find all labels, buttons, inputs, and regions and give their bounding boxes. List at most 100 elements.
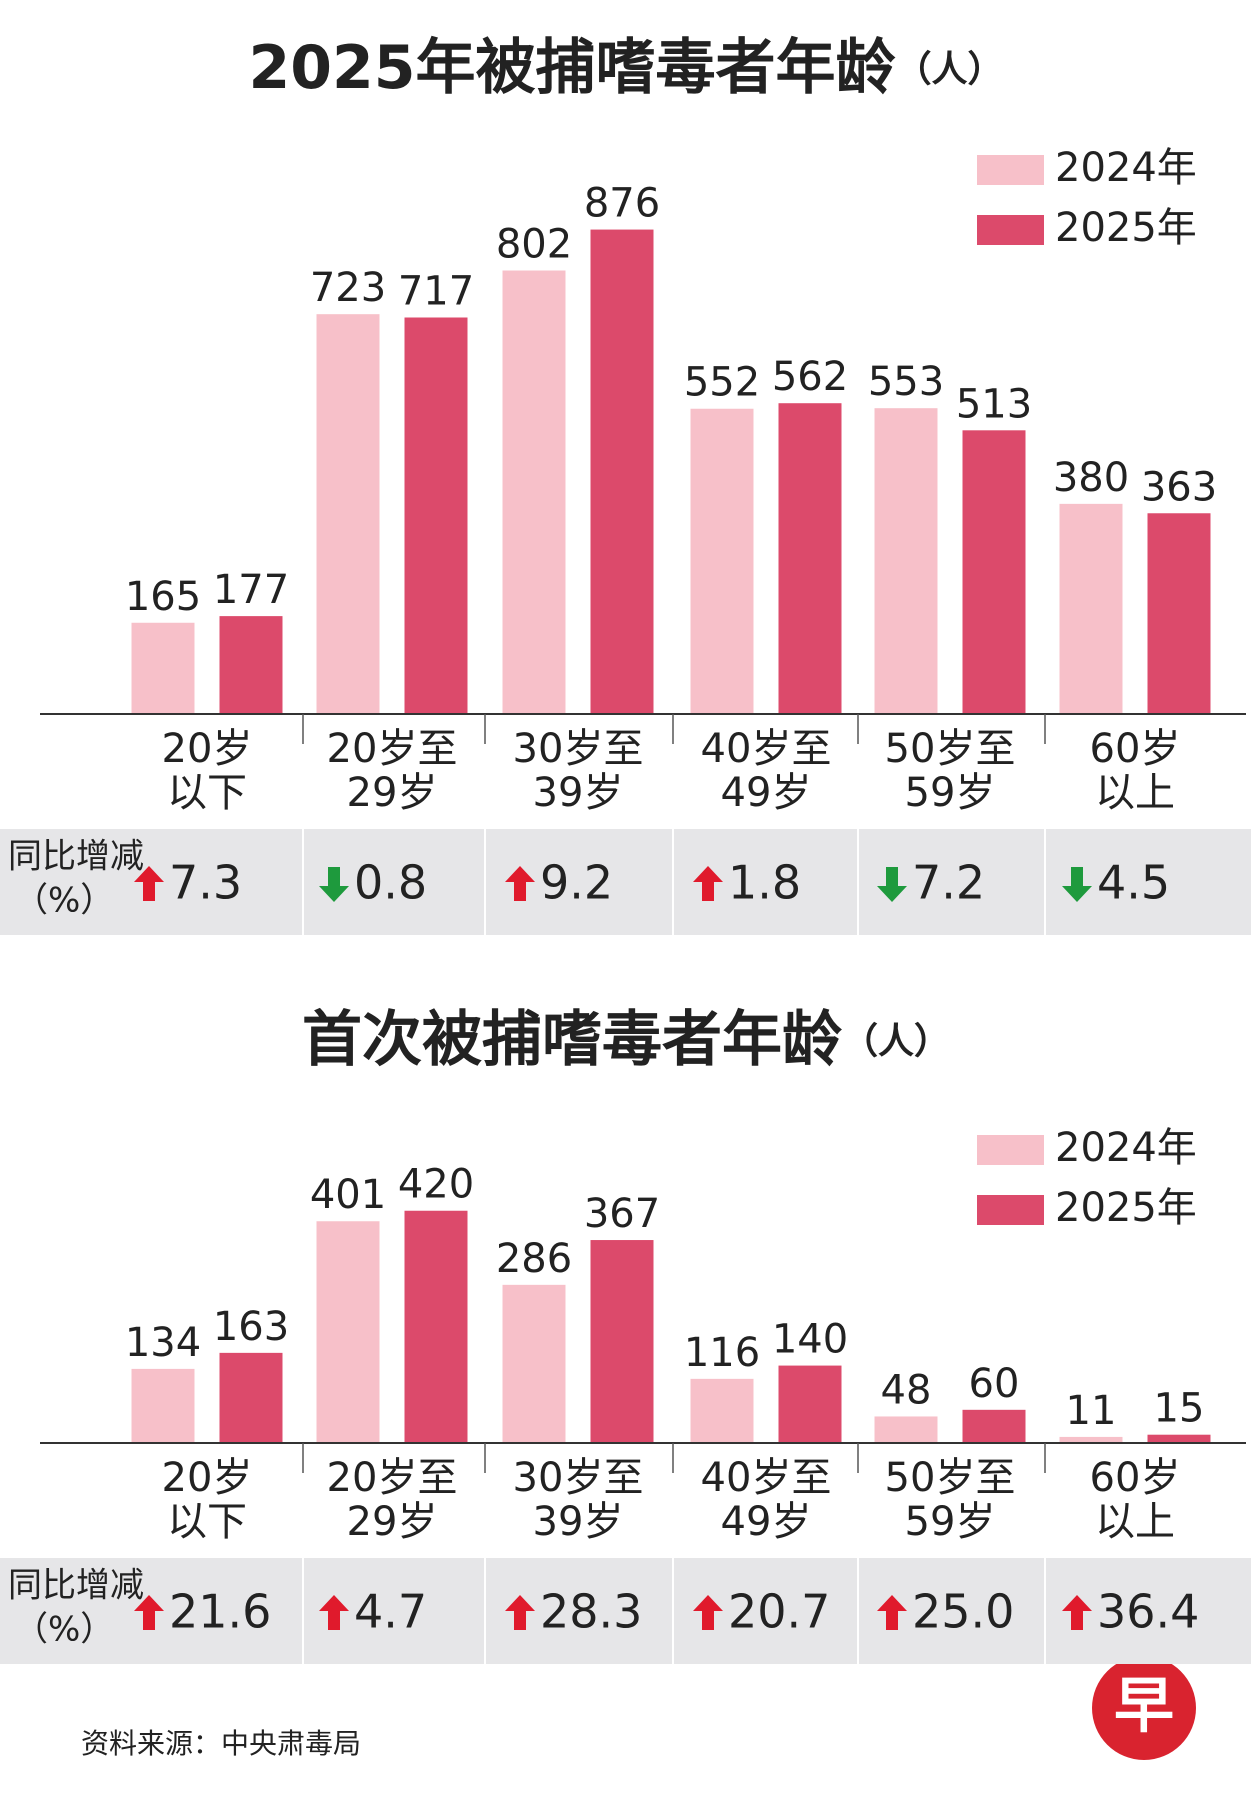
category-label: 50岁至 <box>885 726 1016 772</box>
category-label: 40岁至 <box>701 726 832 772</box>
bar <box>502 1284 566 1443</box>
bar <box>1147 1434 1211 1443</box>
bar <box>1059 1436 1123 1443</box>
bar-value-label: 723 <box>310 265 386 311</box>
change-value: 0.8 <box>354 856 427 910</box>
legend-swatch <box>977 1135 1044 1165</box>
bar-value-label: 363 <box>1141 464 1217 510</box>
bar-value-label: 165 <box>125 574 201 620</box>
bar <box>502 270 566 714</box>
change-value: 25.0 <box>912 1585 1014 1639</box>
bar-value-label: 552 <box>684 360 760 406</box>
change-value: 9.2 <box>540 856 613 910</box>
category-label: 60岁 <box>1090 726 1181 772</box>
change-row-band <box>0 829 1251 935</box>
bar-value-label: 11 <box>1066 1388 1117 1434</box>
category-label: 40岁至 <box>701 1455 832 1501</box>
title-main: 首次被捕嗜毒者年龄 <box>302 1005 842 1075</box>
bar <box>690 1378 754 1443</box>
bar <box>219 1352 283 1443</box>
title-main: 2025年被捕嗜毒者年龄 <box>248 33 895 103</box>
bar-value-label: 116 <box>684 1330 760 1376</box>
change-value: 4.5 <box>1097 856 1170 910</box>
category-label: 30岁至 <box>513 726 644 772</box>
bar-value-label: 367 <box>584 1191 660 1237</box>
bar <box>874 1416 938 1443</box>
legend-label: 2025年 <box>1055 1185 1197 1231</box>
bar <box>778 403 842 714</box>
legend-label: 2025年 <box>1055 205 1197 251</box>
change-value: 28.3 <box>540 1585 642 1639</box>
bar-value-label: 163 <box>213 1304 289 1350</box>
bar <box>316 1221 380 1443</box>
bar-value-label: 876 <box>584 181 660 227</box>
category-label: 50岁至 <box>885 1455 1016 1501</box>
bar <box>590 1240 654 1443</box>
source-note: 资料来源：中央肃毒局 <box>81 1727 361 1760</box>
legend-swatch <box>977 215 1044 245</box>
bar-value-label: 420 <box>398 1162 474 1208</box>
legend-label: 2024年 <box>1055 145 1197 191</box>
chart-title: 2025年被捕嗜毒者年龄（人） <box>248 33 1003 103</box>
bar-value-label: 513 <box>956 381 1032 427</box>
category-label: 以下 <box>167 1499 247 1545</box>
up-arrow <box>1062 1595 1092 1630</box>
bar <box>778 1365 842 1443</box>
bar-value-label: 717 <box>398 268 474 314</box>
change-value: 21.6 <box>169 1585 271 1639</box>
up-arrow <box>505 866 535 901</box>
bar <box>1059 503 1123 714</box>
title-unit: （人） <box>842 1021 950 1062</box>
change-row-label: （%） <box>14 1610 114 1650</box>
legend-swatch <box>977 155 1044 185</box>
category-label: 39岁 <box>533 1499 624 1545</box>
bar-value-label: 286 <box>496 1236 572 1282</box>
category-label: 20岁至 <box>327 1455 458 1501</box>
bar <box>690 408 754 714</box>
category-label: 以上 <box>1095 770 1175 816</box>
bar-value-label: 140 <box>772 1317 848 1363</box>
legend-swatch <box>977 1195 1044 1225</box>
category-label: 20岁 <box>162 1455 253 1501</box>
down-arrow <box>319 867 349 902</box>
category-label: 30岁至 <box>513 1455 644 1501</box>
change-value: 1.8 <box>728 856 801 910</box>
bar <box>316 314 380 714</box>
bar-value-label: 401 <box>310 1172 386 1218</box>
category-label: 60岁 <box>1090 1455 1181 1501</box>
up-arrow <box>693 866 723 901</box>
bar-value-label: 15 <box>1154 1386 1205 1432</box>
down-arrow <box>1062 867 1092 902</box>
bar <box>874 408 938 714</box>
bar-value-label: 553 <box>868 359 944 405</box>
bar-value-label: 134 <box>125 1320 201 1366</box>
up-arrow <box>505 1595 535 1630</box>
bar <box>962 430 1026 714</box>
bar <box>131 1368 195 1443</box>
bar-value-label: 60 <box>969 1361 1020 1407</box>
category-label: 以下 <box>167 770 247 816</box>
change-row-band <box>0 1558 1251 1664</box>
category-label: 29岁 <box>347 770 438 816</box>
bar <box>404 317 468 714</box>
category-label: 39岁 <box>533 770 624 816</box>
logo-badge <box>1092 1656 1196 1760</box>
category-label: 49岁 <box>721 1499 812 1545</box>
up-arrow <box>877 1595 907 1630</box>
down-arrow <box>877 867 907 902</box>
bar <box>131 622 195 714</box>
legend-label: 2024年 <box>1055 1125 1197 1171</box>
change-value: 7.2 <box>912 856 985 910</box>
category-label: 59岁 <box>905 1499 996 1545</box>
change-value: 36.4 <box>1097 1585 1199 1639</box>
bar <box>1147 513 1211 714</box>
change-value: 4.7 <box>354 1585 427 1639</box>
bar <box>404 1210 468 1443</box>
category-label: 20岁至 <box>327 726 458 772</box>
change-value: 20.7 <box>728 1585 830 1639</box>
category-label: 49岁 <box>721 770 812 816</box>
category-label: 20岁 <box>162 726 253 772</box>
logo-text: 早 <box>1114 1672 1174 1742</box>
up-arrow <box>134 1595 164 1630</box>
